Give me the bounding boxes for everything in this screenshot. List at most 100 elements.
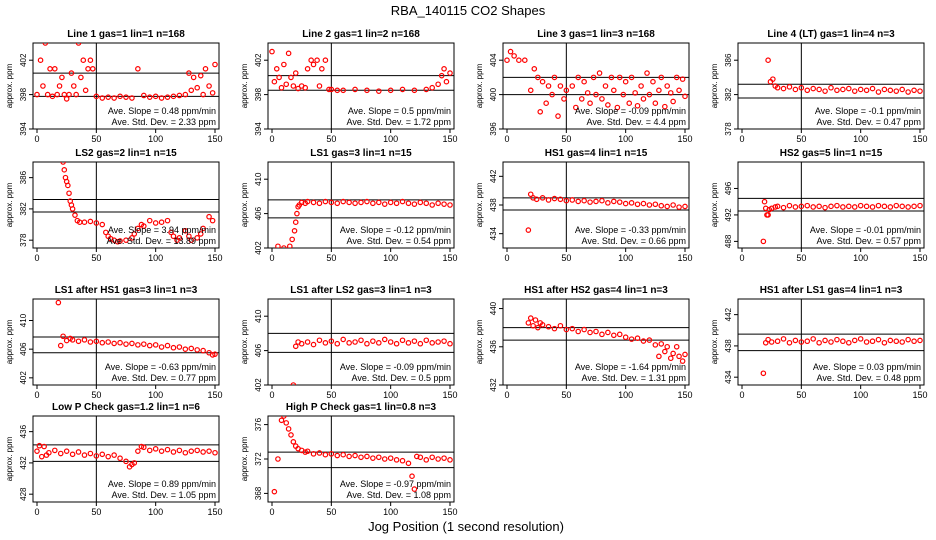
x-tick-label: 50	[326, 507, 336, 517]
y-axis-label: approx. ppm	[475, 319, 484, 364]
data-point	[176, 92, 183, 99]
data-point	[304, 448, 311, 455]
data-point	[387, 199, 394, 206]
data-point	[285, 50, 292, 57]
data-points	[271, 416, 453, 495]
data-point	[911, 338, 917, 345]
data-point	[834, 202, 840, 209]
data-points	[765, 57, 923, 95]
data-point	[57, 450, 64, 457]
data-point	[387, 87, 394, 94]
panel-title: Line 3 gas=1 lin=3 n=168	[537, 29, 655, 40]
data-point	[141, 223, 147, 229]
panel-title: LS1 gas=3 lin=1 n=15	[310, 148, 412, 159]
data-point	[875, 202, 882, 209]
data-point	[164, 94, 171, 100]
data-point	[905, 336, 911, 343]
y-tick-label: 496	[724, 181, 733, 195]
data-point	[56, 83, 63, 89]
panel-grid: Line 1 gas=1 lin=1 n=168 0 50 100 150 394 398 4…	[5, 29, 928, 517]
y-tick-label: 382	[19, 202, 28, 216]
data-point	[429, 202, 436, 208]
y-tick-label: 406	[254, 206, 263, 220]
data-points	[34, 442, 218, 470]
x-tick-label: 50	[561, 390, 571, 400]
y-tick-label: 372	[254, 452, 263, 466]
data-point	[581, 78, 587, 85]
data-point	[328, 86, 335, 93]
data-point	[760, 370, 767, 377]
data-point	[561, 96, 567, 102]
x-tick-label: 0	[269, 134, 274, 144]
data-point	[676, 353, 682, 360]
data-point	[438, 72, 445, 79]
data-point	[287, 243, 293, 248]
x-tick-label: 50	[326, 390, 336, 400]
chart-panel-5: LS2 gas=2 lin=1 n=15 0 50 100 150 378 382 386 ap…	[5, 148, 223, 263]
data-point	[638, 83, 644, 89]
data-point	[381, 201, 388, 207]
data-point	[525, 320, 532, 326]
x-tick-label: 100	[148, 253, 163, 263]
y-tick-label: 440	[489, 301, 498, 315]
data-point	[792, 86, 799, 93]
x-tick-label: 100	[853, 390, 868, 400]
x-tick-label: 150	[677, 253, 692, 263]
data-point	[596, 70, 603, 76]
data-point	[810, 204, 817, 210]
data-point	[310, 451, 317, 457]
data-point	[197, 72, 204, 79]
data-point	[626, 100, 633, 107]
data-point	[605, 200, 611, 206]
data-point	[605, 102, 611, 108]
data-point	[656, 87, 662, 94]
data-point	[628, 200, 635, 206]
data-point	[602, 83, 609, 89]
data-point	[117, 93, 123, 100]
data-point	[682, 203, 688, 210]
data-point	[69, 337, 76, 343]
y-axis-label: approx. ppm	[5, 436, 14, 481]
x-tick-label: 50	[561, 134, 571, 144]
data-point	[851, 204, 858, 210]
data-point	[679, 76, 686, 82]
data-point	[834, 336, 840, 343]
data-point	[298, 340, 305, 347]
std-dev-annotation: Ave. Std. Dev. = 2.33 ppm	[112, 117, 216, 127]
panel-title: HS1 gas=4 lin=1 n=15	[545, 148, 648, 159]
y-tick-label: 398	[19, 87, 28, 101]
data-point	[117, 238, 123, 244]
data-point	[352, 452, 358, 459]
slope-annotation: Ave. Slope = 0.48 ppm/min	[108, 106, 216, 116]
data-point	[845, 339, 852, 346]
x-tick-label: 100	[618, 253, 633, 263]
data-point	[328, 199, 335, 206]
y-tick-label: 438	[724, 339, 733, 353]
data-point	[447, 202, 453, 208]
data-point	[141, 341, 147, 347]
data-point	[634, 201, 641, 208]
data-point	[587, 199, 593, 205]
y-tick-label: 410	[254, 309, 263, 323]
data-point	[375, 340, 382, 346]
data-point	[135, 448, 141, 454]
data-point	[129, 235, 135, 241]
data-point	[533, 196, 540, 203]
x-tick-label: 150	[207, 253, 222, 263]
data-point	[516, 57, 522, 64]
data-point	[209, 217, 216, 224]
data-point	[346, 199, 352, 206]
data-point	[616, 331, 623, 338]
data-point	[409, 473, 415, 480]
data-point	[206, 83, 212, 89]
y-tick-label: 488	[724, 234, 733, 248]
data-point	[346, 340, 352, 346]
data-point	[667, 355, 674, 362]
y-tick-label: 438	[489, 198, 498, 212]
data-point	[381, 456, 388, 462]
y-tick-label: 436	[489, 340, 498, 354]
chart-panel-10: LS1 after LS2 gas=3 lin=1 n=3 0 50 100 150 40…	[240, 285, 458, 400]
data-point	[200, 449, 206, 455]
data-point	[188, 237, 195, 243]
data-point	[340, 336, 347, 343]
